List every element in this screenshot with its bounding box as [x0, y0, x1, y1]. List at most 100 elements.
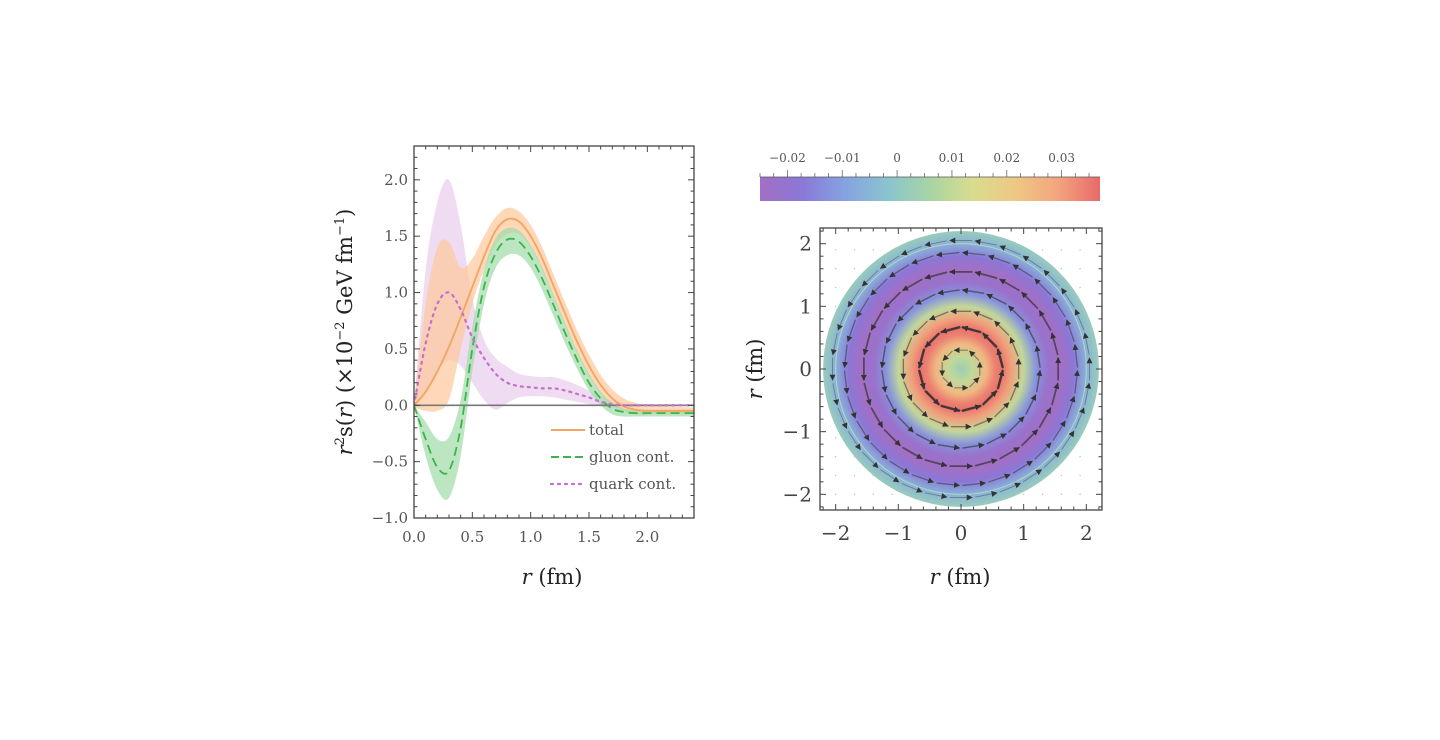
grid-dot [853, 493, 856, 496]
left-x-axis-title: r (fm) [522, 565, 583, 589]
vector-arrow [962, 480, 986, 487]
disk-inner-contour [835, 243, 1087, 495]
vector-arrow [1075, 407, 1085, 429]
y-tick-label: 1.5 [384, 227, 408, 245]
vector-arrow [1034, 442, 1052, 460]
grid-dot [834, 437, 837, 439]
vector-arrow [862, 451, 879, 469]
vector-arrow [897, 416, 914, 433]
legend-label-quark: quark cont. [589, 475, 676, 493]
vector-arrow [1034, 278, 1052, 296]
vector-arrow [889, 460, 910, 474]
right-xtick-labels: −2 −1 0 1 2 [821, 521, 1093, 545]
vector-arrow [986, 293, 1007, 305]
vector-arrow [863, 382, 872, 406]
y-tick-label: 1.0 [384, 284, 408, 302]
vector-arrow [986, 433, 1007, 445]
vector-arrow [843, 370, 850, 394]
vector-field [829, 237, 1093, 501]
left-y-axis-title: r2s(r) (×10−2 GeV fm−1) [333, 209, 357, 456]
vector-arrow [1074, 309, 1085, 331]
grid-dot [1079, 249, 1081, 251]
vector-arrow [1021, 291, 1039, 309]
vector-arrow [969, 350, 980, 361]
grid-dot [834, 286, 837, 289]
vector-arrow [1025, 394, 1037, 415]
vector-arrow [842, 344, 849, 369]
left-ytick-labels: −1.0 −0.5 0.0 0.5 1.0 1.5 2.0 [372, 171, 408, 527]
vector-arrow [1043, 269, 1060, 287]
grid-dot [834, 305, 837, 308]
vector-arrow [924, 332, 940, 348]
vector-arrow [870, 442, 888, 460]
colorbar-tick-label: 0 [893, 151, 901, 165]
vector-arrow [1022, 255, 1042, 269]
vector-arrow [846, 319, 856, 343]
vector-arrow [880, 469, 900, 483]
grid-dot [1060, 268, 1062, 270]
vector-arrow [999, 245, 1021, 255]
vector-arrow [1038, 407, 1052, 428]
y-tick-label: −2 [783, 482, 812, 506]
band-gluon-cont [414, 227, 694, 500]
vector-arrow [847, 396, 857, 419]
grid-dot [891, 493, 893, 496]
vector-arrow [924, 492, 948, 500]
grid-dot [834, 249, 837, 251]
right-x-axis-title: r (fm) [930, 565, 991, 589]
vector-arrow [1008, 305, 1025, 322]
vector-arrow [924, 390, 940, 406]
colorbar-tick-label: 0.01 [939, 151, 966, 165]
vector-arrow [924, 459, 948, 468]
grid-dot [1041, 493, 1044, 496]
grid-dot [834, 493, 837, 496]
vector-arrow [987, 254, 1011, 264]
vector-arrow [996, 369, 1005, 390]
vector-arrow [1008, 416, 1025, 433]
vector-arrow [999, 278, 1020, 292]
vector-arrow [903, 381, 913, 401]
vector-arrow [879, 255, 900, 269]
vector-arrow [861, 270, 879, 287]
y-tick-label: 1 [799, 294, 812, 318]
vector-arrow [975, 490, 998, 498]
vector-arrow [915, 433, 936, 445]
vector-arrow [962, 442, 985, 449]
grid-dot [853, 249, 856, 251]
colorbar-tick-label: 0.03 [1048, 151, 1075, 165]
left-panel: 0.0 0.5 1.0 1.5 2.0 −1.0−0.50.00.51.01.52.0 … [333, 145, 695, 589]
vector-arrow [832, 383, 840, 406]
vector-arrow [879, 345, 887, 369]
x-tick-label: 1.0 [519, 528, 543, 546]
vector-arrow [1082, 332, 1090, 355]
vector-arrow [940, 404, 961, 413]
grid-dot [1079, 286, 1081, 289]
vector-arrow [937, 289, 960, 296]
vector-arrow [961, 325, 982, 334]
vector-arrow [837, 407, 848, 429]
vector-arrow [1034, 345, 1041, 368]
y-tick-label: 0 [799, 357, 812, 381]
vector-arrow [870, 310, 884, 331]
vector-arrow [1012, 264, 1033, 278]
vector-arrow [912, 402, 928, 418]
vector-arrow [999, 446, 1020, 460]
vector-arrow [1066, 395, 1076, 419]
legend-label-total: total [589, 421, 624, 439]
right-plot-area [823, 231, 1099, 507]
x-tick-label: 1 [1017, 521, 1030, 545]
colorbar-ticks [759, 170, 1090, 177]
vector-arrow [924, 240, 947, 248]
vector-arrow [1038, 310, 1052, 331]
grid-dot [1079, 268, 1081, 270]
vector-arrow [885, 394, 897, 415]
grid-dot [1060, 474, 1062, 477]
x-tick-label: −2 [821, 521, 850, 545]
vector-arrow [974, 238, 998, 246]
left-lines [414, 217, 694, 475]
colorbar-tick-label: −0.01 [824, 151, 861, 165]
grid-dot [872, 249, 874, 251]
vector-arrow [961, 250, 986, 257]
y-tick-label: −1.0 [372, 509, 408, 527]
vector-arrow [1052, 420, 1066, 441]
